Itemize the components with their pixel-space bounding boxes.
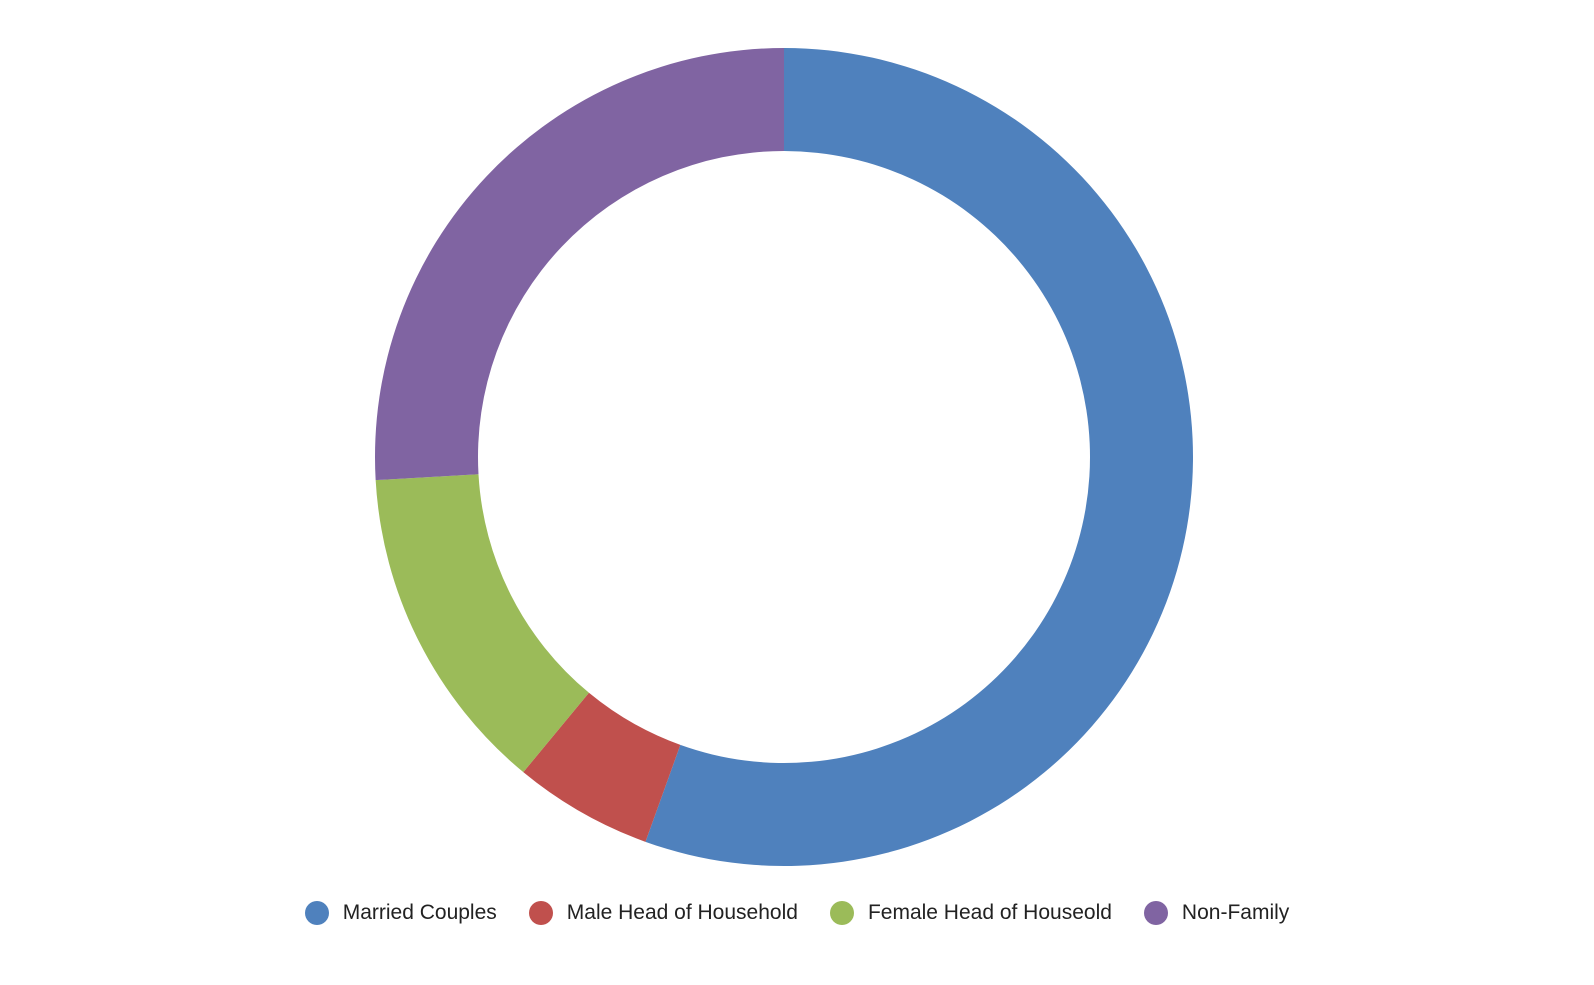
legend-label-non-family: Non-Family [1181,901,1290,924]
slice-non-family[interactable] [375,48,784,481]
slice-female-head-of-household[interactable] [375,474,589,773]
legend-marker-non-family [1143,901,1168,925]
donut-chart [375,48,1193,866]
legend-marker-female-head-of-household [829,901,854,925]
legend-item-female-head-of-household[interactable]: Female Head of Houseold [829,901,1112,925]
slice-married-couples[interactable] [645,48,1193,866]
legend-item-married-couples[interactable]: Married Couples [304,901,497,925]
legend-marker-married-couples [304,901,329,925]
slice-male-head-of-household[interactable] [523,692,681,842]
legend-marker-male-head-of-household [528,901,553,925]
legend-label-married-couples: Married Couples [342,901,497,924]
legend-item-non-family[interactable]: Non-Family [1143,901,1290,925]
legend-label-male-head-of-household: Male Head of Household [566,901,798,924]
legend-label-female-head-of-household: Female Head of Houseold [867,901,1112,924]
legend-item-male-head-of-household[interactable]: Male Head of Household [528,901,798,925]
legend: Married Couples Male Head of Household F… [0,893,1594,933]
